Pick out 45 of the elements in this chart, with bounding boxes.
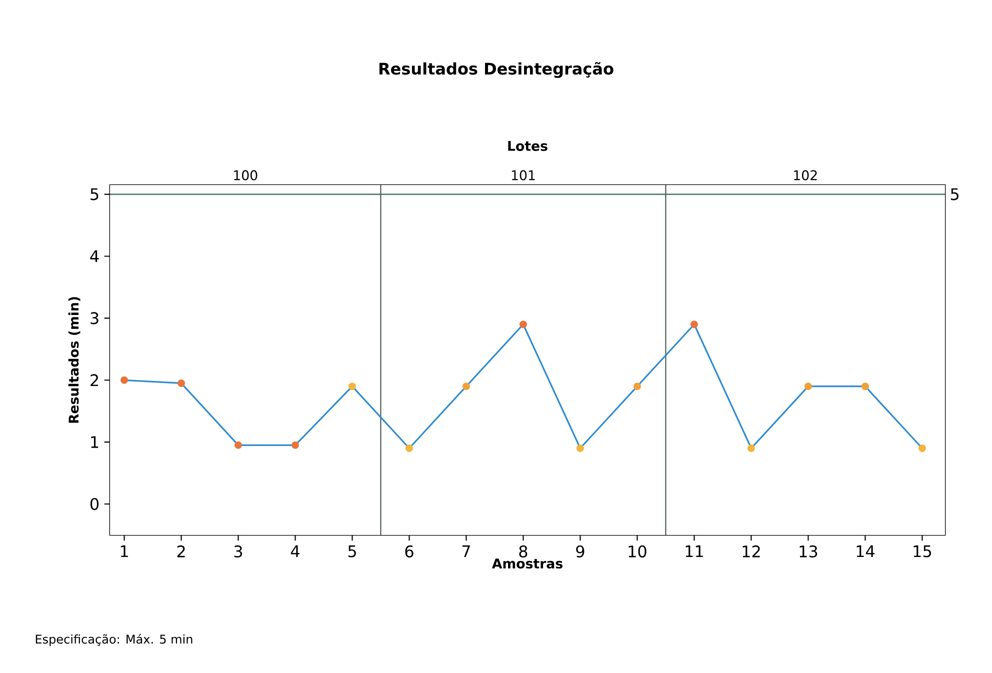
x-tick-label: 1 [120,545,128,558]
y-tick-label: 4 [90,250,99,262]
point [633,382,641,390]
point [576,444,584,452]
point [918,444,926,452]
point [747,444,755,452]
band-label: 100 [234,170,258,180]
x-tick-label: 10 [628,545,646,558]
point [406,444,413,452]
x-tick-label: 6 [405,545,414,558]
y-axis-title: Resultados (min) [68,297,80,423]
point [690,320,698,328]
point [861,382,869,390]
band-label: 101 [512,170,535,180]
band-label: 102 [794,170,817,180]
x-tick-label: 3 [234,545,242,558]
x2-axis-title: Lotes [508,141,548,151]
x-tick-label: 5 [348,545,356,558]
y-tick-label: 5 [90,188,98,200]
y-tick-label: 3 [90,312,98,324]
text: Especificação: Máx. 5 min [36,634,192,646]
point [178,379,185,387]
y-tick-label: 1 [91,436,98,448]
x-tick-label: 15 [914,545,931,558]
x-tick-label: 11 [686,545,703,558]
point [120,376,128,384]
point [804,382,812,390]
x-axis-title: Amostras [492,558,562,569]
y-tick-label: 0 [90,498,99,510]
x-tick-label: 4 [290,545,300,558]
chart-title: Resultados Desintegração [379,62,614,78]
x-tick-label: 13 [800,545,818,558]
point [462,382,470,390]
x-tick-label: 2 [177,545,185,558]
x-tick-label: 8 [519,545,528,558]
x-tick-label: 12 [742,545,760,558]
point [348,382,356,390]
y-tick-label: 2 [90,374,98,386]
ref-line-label: 5 [950,188,958,200]
point [519,320,527,328]
point [292,441,299,449]
x-tick-label: 14 [856,545,874,558]
point [234,441,242,449]
x-tick-label: 7 [462,545,470,558]
x-tick-label: 9 [576,545,584,558]
